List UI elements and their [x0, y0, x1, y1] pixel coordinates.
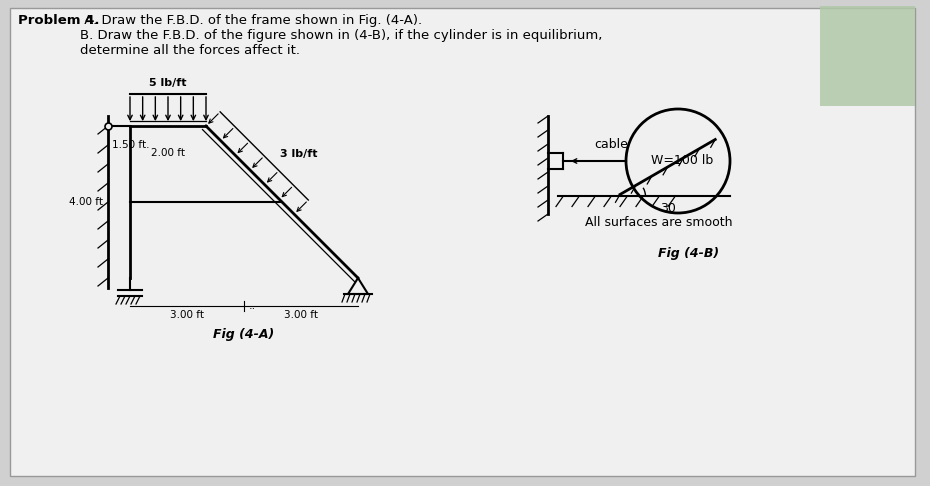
Text: W=100 lb: W=100 lb [651, 155, 713, 168]
Text: Fig (4-B): Fig (4-B) [658, 246, 720, 260]
Text: 3.00 ft: 3.00 ft [170, 310, 204, 320]
Text: B. Draw the F.B.D. of the figure shown in (4-B), if the cylinder is in equilibri: B. Draw the F.B.D. of the figure shown i… [80, 29, 603, 42]
Text: 3.00 ft: 3.00 ft [284, 310, 318, 320]
Bar [820, 6, 915, 106]
Text: cable: cable [594, 138, 628, 151]
Text: 1.50 ft.: 1.50 ft. [112, 140, 150, 150]
Text: 2.00 ft: 2.00 ft [151, 148, 185, 158]
Text: 30: 30 [660, 203, 676, 215]
Text: Problem 4.: Problem 4. [18, 14, 100, 27]
Text: Fig (4-A): Fig (4-A) [213, 328, 274, 341]
Text: 4.00 ft: 4.00 ft [69, 197, 103, 207]
Text: 5 lb/ft: 5 lb/ft [149, 78, 187, 88]
Text: determine all the forces affect it.: determine all the forces affect it. [80, 44, 300, 57]
Text: A. Draw the F.B.D. of the frame shown in Fig. (4-A).: A. Draw the F.B.D. of the frame shown in… [80, 14, 422, 27]
Text: ..: .. [249, 301, 257, 311]
Text: All surfaces are smooth: All surfaces are smooth [585, 216, 733, 229]
Text: 3 lb/ft: 3 lb/ft [280, 149, 317, 159]
